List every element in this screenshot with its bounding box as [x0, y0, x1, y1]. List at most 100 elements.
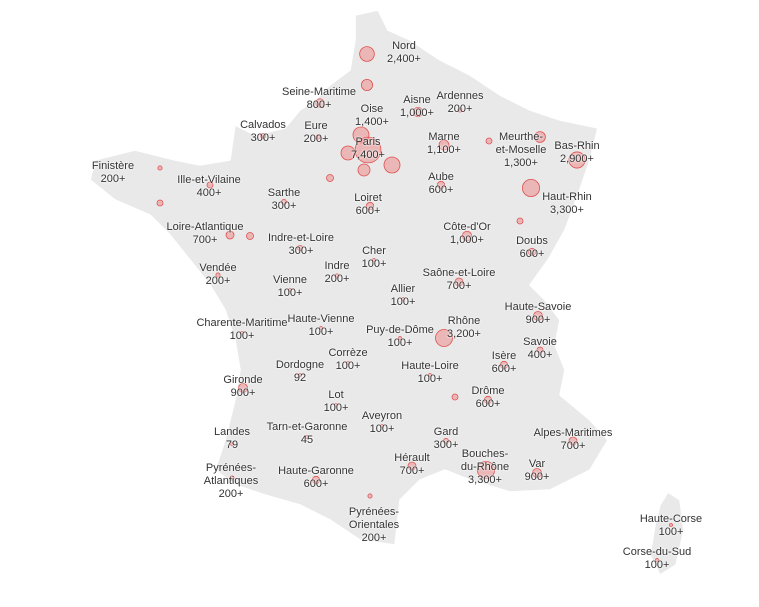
department-label: Côte-d'Or 1,000+: [443, 221, 490, 247]
case-bubble: [297, 245, 303, 251]
case-bubble: [436, 180, 446, 190]
case-count: 100+: [277, 287, 303, 299]
case-count: 7,400+: [351, 149, 385, 161]
case-bubble: [669, 523, 673, 527]
case-count: 600+: [491, 363, 517, 375]
department-name: Haut-Rhin: [542, 191, 592, 203]
department-name: Bas-Rhin: [554, 140, 600, 152]
dot: [451, 393, 459, 401]
department-name: Haute-Savoie: [504, 301, 572, 313]
case-count: 400+: [527, 349, 553, 361]
department-label: Aube 600+: [428, 171, 454, 197]
department-name: Hérault: [394, 452, 430, 464]
minor-dots: [156, 126, 524, 401]
department-label: Marne 1,100+: [427, 131, 461, 157]
dot: [340, 145, 356, 161]
case-bubble: [354, 136, 382, 164]
dot: [352, 126, 370, 144]
dot: [383, 156, 401, 174]
case-bubble: [360, 78, 374, 92]
case-count: 100+: [308, 326, 334, 338]
case-count: 3,300+: [550, 204, 584, 216]
dot: [357, 163, 371, 177]
case-count: 300+: [250, 132, 276, 144]
department-label: Savoie 400+: [523, 336, 557, 362]
department-label: Finistère 200+: [92, 160, 134, 186]
department-name: Gard: [433, 426, 459, 438]
department-name: Vienne: [272, 274, 308, 286]
case-count: 100+: [658, 526, 684, 538]
department-label: Loire-Atlantique 700+: [166, 221, 243, 247]
department-name: Puy-de-Dôme: [366, 324, 434, 336]
department-label: Corrèze 100+: [328, 347, 367, 373]
department-label: Doubs 600+: [516, 235, 548, 261]
case-count: 100+: [387, 337, 413, 349]
case-bubble: [532, 468, 542, 478]
case-count: 100+: [335, 360, 361, 372]
dot: [326, 174, 334, 182]
department-label: Alpes-Maritimes 700+: [534, 427, 613, 453]
dot: [156, 199, 164, 207]
case-count: 300+: [288, 245, 314, 257]
case-count: 200+: [324, 273, 350, 285]
case-count: 600+: [428, 184, 454, 196]
case-count: 200+: [303, 133, 329, 145]
department-label: Nord 2,400+: [387, 40, 421, 66]
department-name: Haute-Vienne: [287, 313, 355, 325]
case-count: 800+: [306, 99, 332, 111]
case-bubble: [483, 395, 493, 405]
case-bubble: [260, 133, 266, 139]
case-count: 300+: [433, 439, 459, 451]
case-bubble: [334, 273, 340, 279]
case-count: 2,400+: [387, 53, 421, 65]
case-bubble: [305, 435, 309, 439]
department-name: Gironde: [223, 374, 263, 386]
case-bubble: [315, 134, 321, 140]
department-label: Eure 200+: [304, 120, 329, 146]
department-name: Pyrénées- Atlantiques: [203, 462, 259, 487]
case-bubble: [454, 277, 464, 287]
case-count: 200+: [218, 488, 244, 500]
department-label: Lot 100+: [324, 389, 349, 415]
case-bubble: [346, 361, 350, 365]
case-bubble: [443, 438, 449, 444]
case-count: 200+: [100, 173, 126, 185]
department-label: Indre-et-Loire 300+: [268, 232, 334, 258]
case-bubble: [334, 403, 338, 407]
case-bubble: [461, 230, 473, 242]
case-count: 100+: [390, 296, 416, 308]
case-bubble: [428, 373, 432, 377]
department-label: Rhône 3,200+: [447, 315, 481, 341]
department-name: Côte-d'Or: [443, 221, 491, 233]
department-name: Aisne: [403, 94, 431, 106]
department-label: Var 900+: [525, 458, 550, 484]
case-count: 600+: [519, 248, 545, 260]
department-label: Haute-Savoie 900+: [505, 301, 572, 327]
department-name: Saône-et-Loire: [422, 267, 496, 279]
department-label: Drôme 600+: [471, 385, 504, 411]
department-name: Marne: [428, 131, 460, 143]
case-count: 200+: [361, 532, 387, 544]
department-name: Seine-Maritime: [282, 86, 356, 98]
department-name: Doubs: [516, 235, 548, 247]
case-count: 100+: [369, 423, 395, 435]
department-name: Ardennes: [436, 90, 484, 102]
case-bubble: [315, 98, 325, 108]
department-label: Indre 200+: [324, 260, 349, 286]
case-count: 600+: [303, 478, 329, 490]
case-bubble: [476, 460, 496, 480]
department-name: Var: [528, 458, 546, 470]
case-bubble: [229, 475, 235, 481]
department-label: Bouches- du-Rhône 3,300+: [461, 448, 509, 487]
case-count: 100+: [417, 373, 443, 385]
department-name: Sarthe: [267, 187, 301, 199]
corsica-outline: [649, 490, 685, 577]
dot: [246, 232, 254, 240]
department-label: Calvados 300+: [240, 119, 286, 145]
case-count: 79: [225, 439, 239, 451]
department-name: Indre: [324, 260, 350, 272]
case-count: 200+: [447, 103, 473, 115]
department-name: Vendée: [199, 262, 237, 274]
department-name: Aveyron: [361, 410, 403, 422]
